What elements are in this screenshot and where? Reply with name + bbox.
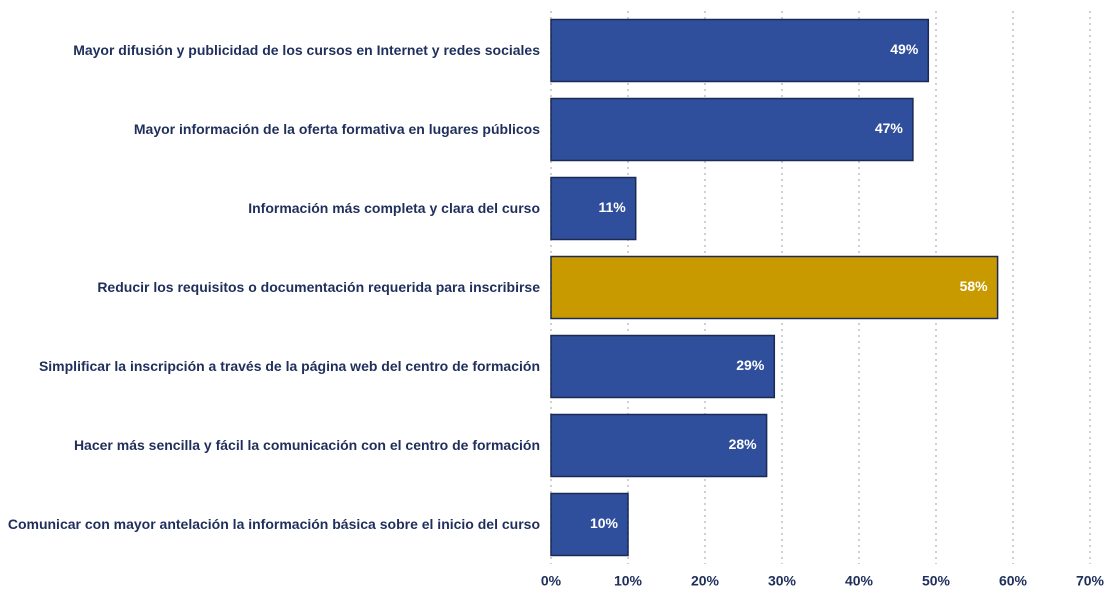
category-label: Mayor información de la oferta formativa… bbox=[133, 121, 540, 137]
category-label-box: Mayor información de la oferta formativa… bbox=[0, 90, 540, 169]
category-label: Información más completa y clara del cur… bbox=[248, 200, 540, 216]
x-tick-label: 40% bbox=[845, 573, 874, 589]
bar bbox=[550, 18, 930, 83]
category-label-box: Información más completa y clara del cur… bbox=[0, 169, 540, 248]
x-tick-label: 70% bbox=[1076, 573, 1105, 589]
bar bbox=[550, 492, 629, 557]
value-label: 29% bbox=[736, 357, 765, 373]
category-label-box: Simplificar la inscripción a través de l… bbox=[0, 327, 540, 406]
bar bbox=[550, 97, 914, 162]
category-label: Comunicar con mayor antelación la inform… bbox=[7, 516, 540, 532]
x-tick-label: 0% bbox=[541, 573, 562, 589]
x-tick-label: 50% bbox=[922, 573, 951, 589]
category-label: Hacer más sencilla y fácil la comunicaci… bbox=[73, 437, 540, 453]
value-label: 28% bbox=[729, 436, 758, 452]
category-label-box: Hacer más sencilla y fácil la comunicaci… bbox=[0, 406, 540, 485]
bar bbox=[550, 413, 768, 478]
category-label-box: Reducir los requisitos o documentación r… bbox=[0, 248, 540, 327]
category-label-box: Comunicar con mayor antelación la inform… bbox=[0, 485, 540, 564]
value-label: 10% bbox=[590, 515, 619, 531]
bar bbox=[550, 255, 999, 320]
x-tick-label: 30% bbox=[768, 573, 797, 589]
x-tick-label: 20% bbox=[691, 573, 720, 589]
category-label: Simplificar la inscripción a través de l… bbox=[38, 358, 540, 374]
value-label: 58% bbox=[960, 278, 989, 294]
value-label: 11% bbox=[598, 199, 626, 215]
x-tick-label: 10% bbox=[614, 573, 643, 589]
bar bbox=[550, 176, 637, 241]
value-label: 47% bbox=[875, 120, 904, 136]
value-label: 49% bbox=[890, 41, 919, 57]
bar bbox=[550, 334, 776, 399]
x-tick-label: 60% bbox=[999, 573, 1028, 589]
category-label-box: Mayor difusión y publicidad de los curso… bbox=[0, 11, 540, 90]
category-label: Reducir los requisitos o documentación r… bbox=[97, 279, 540, 295]
category-label: Mayor difusión y publicidad de los curso… bbox=[73, 42, 540, 58]
